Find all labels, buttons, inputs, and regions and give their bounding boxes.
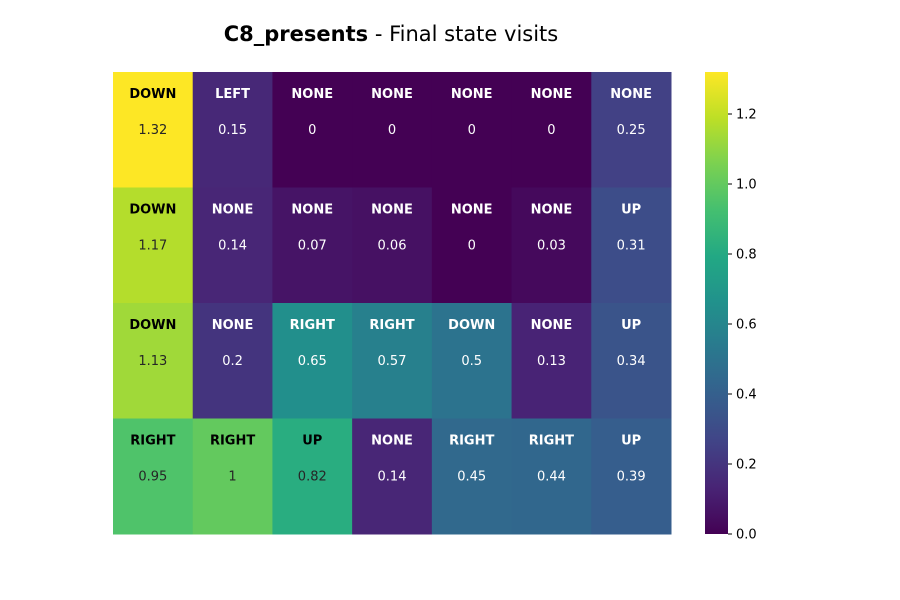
cell-action-label: LEFT — [215, 87, 250, 102]
colorbar-tick-label: 1.0 — [736, 178, 757, 193]
cell-action-label: UP — [302, 434, 322, 449]
cell-value-label: 0.31 — [617, 239, 646, 254]
colorbar-gradient — [705, 72, 728, 534]
cell-value-label: 0.65 — [298, 354, 327, 369]
cell-action-label: RIGHT — [529, 434, 574, 449]
cell-value-label: 0.45 — [457, 470, 486, 485]
cell-value-label: 0.13 — [537, 354, 566, 369]
cell-value-label: 0.39 — [617, 470, 646, 485]
cell-action-label: DOWN — [129, 318, 176, 333]
cell-action-label: NONE — [531, 318, 573, 333]
heatmap-cell-r2-c1 — [192, 303, 273, 419]
heatmap-cell-r1-c6 — [591, 187, 672, 304]
heatmap-cell-r2-c2 — [272, 303, 353, 419]
cell-value-label: 1.32 — [138, 123, 167, 138]
heatmap-cell-r1-c5 — [511, 187, 592, 304]
colorbar-tick-label: 0.0 — [736, 528, 757, 543]
heatmap-cell-r3-c5 — [511, 418, 592, 535]
heatmap-cell-r2-c4 — [431, 303, 513, 419]
chart-title: C8_presents - Final state visits — [0, 22, 782, 46]
heatmap-cell-r3-c1 — [192, 418, 273, 535]
chart-title-rest: - Final state visits — [368, 22, 559, 46]
cell-action-label: NONE — [371, 203, 413, 218]
heatmap-cell-r2-c5 — [511, 303, 592, 419]
colorbar-tick-label: 0.2 — [736, 458, 757, 473]
heatmap-cell-r0-c1 — [192, 72, 273, 188]
cell-value-label: 0.25 — [617, 123, 646, 138]
cell-action-label: NONE — [212, 203, 254, 218]
cell-value-label: 0.2 — [222, 354, 243, 369]
cell-value-label: 0.03 — [537, 239, 566, 254]
heatmap-cell-r2-c6 — [591, 303, 672, 419]
cell-value-label: 0.82 — [298, 470, 327, 485]
cell-action-label: RIGHT — [130, 434, 175, 449]
heatmap-cell-r2-c0 — [113, 303, 194, 419]
heatmap-cell-r2-c3 — [352, 303, 433, 419]
cell-value-label: 0.14 — [218, 239, 247, 254]
cell-action-label: NONE — [212, 318, 254, 333]
cell-value-label: 0 — [308, 123, 316, 138]
cell-action-label: RIGHT — [210, 434, 255, 449]
cell-action-label: UP — [621, 203, 641, 218]
heatmap-cell-r3-c3 — [352, 418, 433, 535]
heatmap-cell-r3-c2 — [272, 418, 353, 535]
cell-action-label: NONE — [610, 87, 652, 102]
cell-action-label: RIGHT — [369, 318, 414, 333]
cell-value-label: 0 — [547, 123, 555, 138]
cell-value-label: 0.5 — [461, 354, 482, 369]
cell-action-label: NONE — [291, 203, 333, 218]
heatmap-cell-r1-c4 — [431, 187, 513, 304]
cell-value-label: 0.44 — [537, 470, 566, 485]
heatmap-cell-r0-c0 — [113, 72, 194, 188]
cell-action-label: NONE — [531, 87, 573, 102]
colorbar-tick-label: 0.8 — [736, 248, 757, 263]
cell-value-label: 0 — [468, 123, 476, 138]
heatmap-cell-r0-c6 — [591, 72, 672, 188]
cell-value-label: 0.15 — [218, 123, 247, 138]
cell-value-label: 0.07 — [298, 239, 327, 254]
cell-value-label: 0.14 — [378, 470, 407, 485]
cell-action-label: NONE — [291, 87, 333, 102]
heatmap-cell-r0-c3 — [352, 72, 433, 188]
heatmap-cell-r1-c1 — [192, 187, 273, 304]
cell-action-label: NONE — [371, 87, 413, 102]
heatmap-cell-r0-c2 — [272, 72, 353, 188]
chart-title-bold: C8_presents — [223, 22, 369, 46]
heatmap-cell-r0-c5 — [511, 72, 592, 188]
cell-action-label: RIGHT — [290, 318, 335, 333]
cell-value-label: 0.57 — [378, 354, 407, 369]
cell-action-label: UP — [621, 318, 641, 333]
cell-action-label: RIGHT — [449, 434, 494, 449]
colorbar-tick-label: 0.4 — [736, 388, 757, 403]
cell-value-label: 0 — [468, 239, 476, 254]
colorbar: 0.0 0.2 0.4 0.6 0.8 1.0 1.2 — [705, 72, 757, 543]
cell-value-label: 0 — [388, 123, 396, 138]
heatmap-cell-r0-c4 — [431, 72, 513, 188]
cell-value-label: 0.34 — [617, 354, 646, 369]
heatmap-cell-r3-c6 — [591, 418, 672, 535]
cell-action-label: NONE — [371, 434, 413, 449]
cell-action-label: NONE — [531, 203, 573, 218]
cell-value-label: 1 — [228, 470, 236, 485]
heatmap-cell-r1-c0 — [113, 187, 194, 304]
heatmap-cell-r1-c2 — [272, 187, 353, 304]
colorbar-tick-label: 0.6 — [736, 318, 757, 333]
cell-value-label: 1.17 — [138, 239, 167, 254]
heatmap-cells: DOWN 1.32 LEFT 0.15 NONE 0 NONE 0 NONE 0 NONE 0 NONE… — [113, 72, 672, 535]
cell-value-label: 0.06 — [378, 239, 407, 254]
cell-value-label: 0.95 — [138, 470, 167, 485]
heatmap-cell-r1-c3 — [352, 187, 433, 304]
cell-action-label: NONE — [451, 87, 493, 102]
cell-action-label: DOWN — [129, 203, 176, 218]
cell-action-label: UP — [621, 434, 641, 449]
heatmap-cell-r3-c4 — [431, 418, 513, 535]
colorbar-tick-label: 1.2 — [736, 108, 757, 123]
cell-action-label: NONE — [451, 203, 493, 218]
cell-action-label: DOWN — [448, 318, 495, 333]
cell-value-label: 1.13 — [138, 354, 167, 369]
heatmap-cell-r3-c0 — [113, 418, 194, 535]
cell-action-label: DOWN — [129, 87, 176, 102]
